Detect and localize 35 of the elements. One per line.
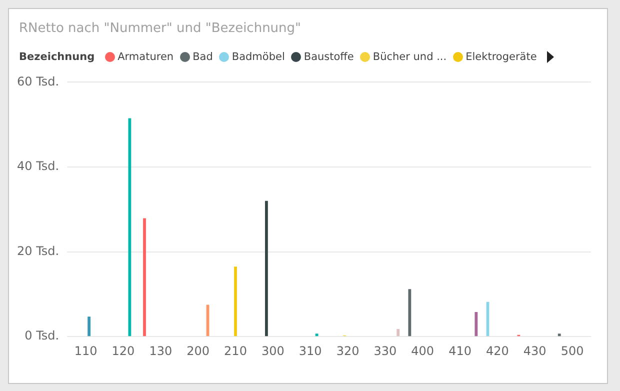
bar	[315, 334, 318, 336]
x-tick-label: 420	[486, 344, 509, 358]
y-tick-label: 20 Tsd.	[16, 244, 60, 258]
bar	[558, 334, 561, 336]
bar	[408, 289, 412, 336]
x-tick-label: 300	[261, 344, 284, 358]
x-tick-label: 110	[74, 344, 98, 358]
x-tick-label: 330	[374, 344, 397, 358]
bar	[265, 200, 268, 336]
y-tick-label: 0 Tsd.	[24, 328, 60, 343]
bar	[474, 312, 478, 336]
x-tick-label: 410	[448, 344, 472, 358]
legend-label: Elektrogeräte	[466, 51, 537, 63]
bar	[396, 328, 400, 336]
x-tick-label: 210	[224, 344, 247, 358]
legend-label: Badmöbel	[232, 51, 285, 63]
legend-label: Armaturen	[118, 51, 174, 63]
chart-title: RNetto nach "Nummer" und "Bezeichnung"	[19, 21, 302, 38]
legend-label: Bad	[192, 51, 213, 63]
x-tick-label: 130	[149, 344, 172, 358]
x-tick-label: 120	[112, 344, 135, 358]
x-tick-label: 500	[560, 344, 584, 358]
x-tick-label: 310	[298, 344, 322, 358]
y-tick-label: 60 Tsd.	[16, 74, 60, 88]
x-tick-label: 430	[523, 344, 546, 358]
x-tick-label: 200	[186, 344, 210, 358]
legend-label: Baustoffe	[304, 51, 354, 63]
bar	[88, 316, 91, 336]
legend-label: Bücher und ...	[372, 51, 447, 63]
bar	[234, 266, 237, 336]
x-tick-label: 320	[336, 344, 360, 358]
x-tick-label: 400	[411, 344, 434, 358]
legend-title: Bezeichnung	[19, 51, 95, 63]
y-tick-label: 40 Tsd.	[16, 159, 60, 174]
bar	[143, 218, 146, 336]
